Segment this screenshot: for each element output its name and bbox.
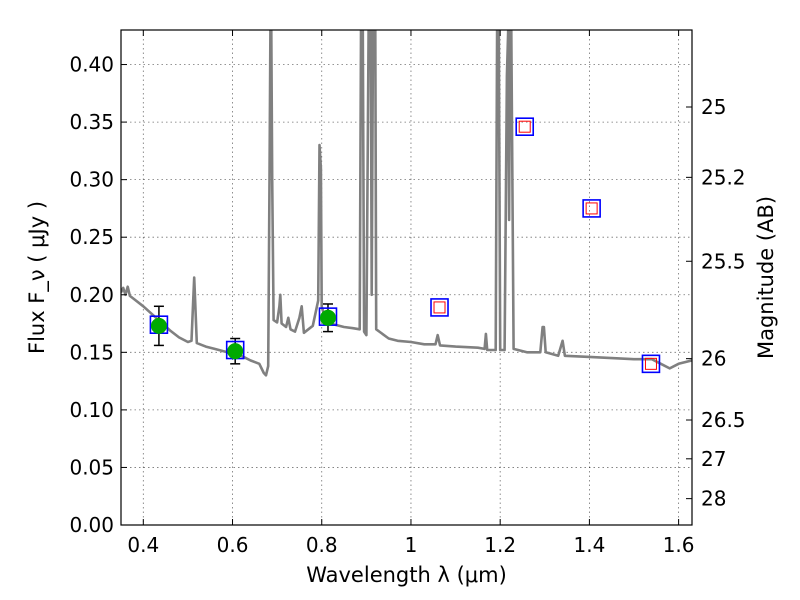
y2-tick-label: 25 [701, 95, 726, 119]
y-tick-label: 0.00 [69, 513, 114, 537]
x-tick-label: 0.6 [217, 533, 249, 557]
markers-layer [149, 117, 661, 374]
upper-limit-square [518, 120, 531, 133]
x-tick-label: 1 [405, 533, 418, 557]
upper-limit-square [433, 301, 446, 314]
y2-tick-label: 26.5 [701, 408, 746, 432]
y2-tick-label: 25.2 [701, 165, 746, 189]
plot-frame [120, 29, 693, 526]
model-photometry-square [641, 354, 661, 374]
observed-point [227, 343, 244, 360]
y-tick-label: 0.05 [69, 455, 114, 479]
x-tick-label: 0.8 [306, 533, 338, 557]
observed-point [319, 309, 336, 326]
model-spectrum-line [121, 30, 692, 377]
upper-limit-square [644, 357, 657, 370]
observed-point [150, 317, 167, 334]
x-axis-label: Wavelength λ (μm) [306, 563, 507, 587]
y2-tick-label: 28 [701, 487, 726, 511]
model-photometry-square [515, 117, 535, 136]
ticks-layer: 0.4 0.6 0.8 1 1.2 1.4 1.6 0.00 0.05 0.10 0.15 0.20 0… [69, 30, 746, 557]
spectrum-layer [121, 30, 692, 377]
grid [121, 30, 692, 526]
y-tick-label: 0.30 [69, 168, 114, 192]
y2-tick-label: 25.5 [701, 249, 746, 273]
x-tick-label: 0.4 [127, 533, 159, 557]
y2-tick-label: 27 [701, 447, 726, 471]
model-photometry-square [582, 199, 601, 218]
y-tick-label: 0.35 [69, 110, 114, 134]
y2-tick-label: 26 [701, 347, 726, 371]
y-tick-label: 0.10 [69, 398, 114, 422]
y2-axis-label: Magnitude (AB) [754, 196, 778, 359]
y-tick-label: 0.40 [69, 53, 114, 77]
y-axis-label: Flux F_ν ( μJy ) [25, 201, 50, 354]
model-photometry-square [430, 298, 449, 317]
y-tick-label: 0.15 [69, 340, 114, 364]
x-tick-label: 1.6 [663, 533, 695, 557]
x-tick-label: 1.4 [573, 533, 605, 557]
x-tick-label: 1.2 [484, 533, 516, 557]
upper-limit-square [585, 202, 598, 215]
y-tick-label: 0.25 [69, 225, 114, 249]
y-tick-label: 0.20 [69, 283, 114, 307]
